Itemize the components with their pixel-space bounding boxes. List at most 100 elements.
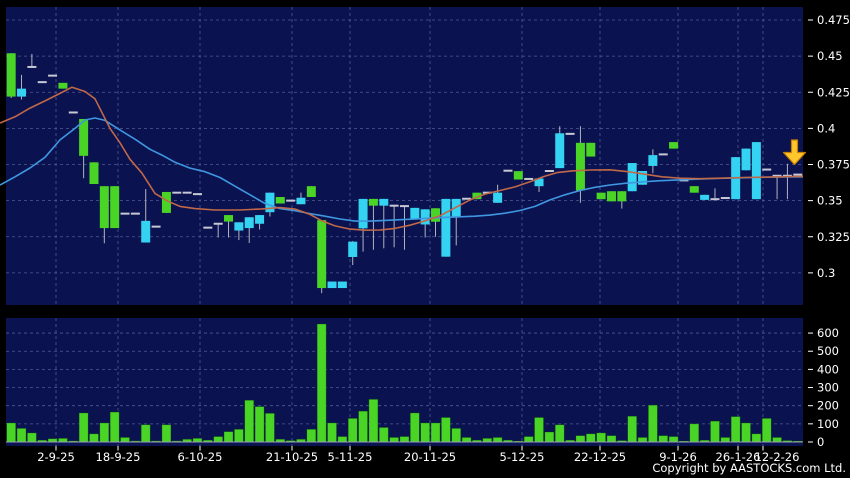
doji-dash <box>120 212 130 215</box>
volume-bar <box>575 435 586 443</box>
volume-bar <box>751 433 762 443</box>
down-candle <box>431 208 441 222</box>
down-candle <box>617 191 627 202</box>
volume-bar <box>223 431 234 443</box>
volume-bar <box>710 420 720 443</box>
volume-tick-label: 300 <box>817 381 839 395</box>
volume-bar <box>606 435 617 443</box>
volume-bar <box>668 436 679 443</box>
date-tick-label: 26-1-26 <box>716 450 761 464</box>
volume-bar <box>140 424 151 443</box>
volume-bar <box>627 415 637 443</box>
down-candle <box>472 192 482 200</box>
date-axis: 2-9-25 18-9-25 6-10-25 21-10-25 5-11-25 20-11… <box>37 446 799 464</box>
down-candle <box>6 53 16 97</box>
down-candle <box>317 220 327 289</box>
date-tick-label: 21-10-25 <box>266 450 318 464</box>
doji-dash <box>192 193 202 196</box>
doji-dash <box>68 111 78 114</box>
volume-pane[interactable] <box>6 318 803 446</box>
up-candle <box>337 281 347 289</box>
volume-tick-label: 500 <box>817 344 839 358</box>
up-candle <box>141 220 151 243</box>
volume-bar <box>648 404 658 443</box>
doji-dash <box>130 212 140 215</box>
up-candle <box>555 133 565 169</box>
ma-short-line <box>0 86 804 231</box>
doji-dash <box>27 65 37 68</box>
down-candle <box>224 215 234 222</box>
volume-bars-layer <box>6 323 803 443</box>
volume-bar <box>306 428 317 443</box>
copyright-label: Copyright by AASTOCKS.com Ltd. <box>652 461 846 475</box>
date-tick-label: 22-12-25 <box>574 450 626 464</box>
down-candle <box>596 192 606 200</box>
volume-bar <box>316 323 327 443</box>
date-tick-label: 20-11-25 <box>404 450 456 464</box>
down-arrow-icon <box>782 139 807 166</box>
volume-bar <box>492 437 503 443</box>
down-candle <box>79 118 89 156</box>
doji-dash <box>658 153 668 156</box>
up-candle <box>627 163 637 192</box>
volume-bar <box>378 427 389 443</box>
date-tick-label: 12-2-26 <box>755 450 800 464</box>
doji-dash <box>503 169 513 172</box>
price-tick-label: 0.425 <box>817 85 850 99</box>
price-tick-label: 0.325 <box>817 230 850 244</box>
doji-dash <box>172 191 182 194</box>
down-candle <box>689 186 699 193</box>
up-candle <box>234 222 244 231</box>
volume-bar <box>120 437 130 443</box>
down-candle <box>368 198 378 206</box>
volume-bar <box>347 418 358 443</box>
volume-bar <box>358 410 368 443</box>
volume-bar <box>109 411 120 443</box>
down-candle <box>89 162 99 185</box>
up-candle <box>255 215 265 224</box>
volume-tick-label: 0 <box>817 435 824 449</box>
volume-bar <box>368 399 379 443</box>
volume-bar <box>720 437 731 443</box>
doji-dash <box>524 177 534 180</box>
volume-bar <box>78 412 89 443</box>
price-tick-label: 0.3 <box>817 266 835 280</box>
volume-tick-label: 200 <box>817 399 839 413</box>
volume-bar <box>244 399 255 443</box>
volume-bar <box>461 437 472 443</box>
price-tick-label: 0.35 <box>817 194 843 208</box>
volume-bar <box>399 436 410 443</box>
doji-dash <box>462 197 472 200</box>
date-tick-label: 5-12-25 <box>500 450 545 464</box>
doji-dash <box>565 132 575 135</box>
down-candle <box>110 186 120 229</box>
volume-bar <box>420 422 430 443</box>
price-tick-label: 0.45 <box>817 49 843 63</box>
volume-bar <box>441 417 451 443</box>
price-tick-label: 0.375 <box>817 158 850 172</box>
volume-bar <box>161 424 172 443</box>
up-candle <box>358 198 368 229</box>
up-candle <box>638 171 648 185</box>
volume-bar <box>265 413 275 443</box>
up-candle <box>244 217 254 229</box>
doji-dash <box>151 225 161 228</box>
volume-bar <box>534 417 544 443</box>
down-candle <box>306 186 316 198</box>
volume-bar <box>6 422 16 443</box>
doji-dash <box>203 226 213 229</box>
volume-bar <box>451 428 462 443</box>
volume-bar <box>772 437 782 443</box>
price-pane[interactable] <box>6 7 803 305</box>
volume-bar <box>89 433 99 443</box>
volume-tick-label: 100 <box>817 417 839 431</box>
doji-dash <box>720 197 730 200</box>
volume-bar <box>637 437 648 443</box>
up-candle <box>441 198 451 257</box>
doji-dash <box>793 173 803 176</box>
date-tick-label: 18-9-25 <box>96 450 141 464</box>
volume-bar <box>389 437 399 443</box>
volume-bar <box>337 436 348 443</box>
volume-bar <box>16 428 27 443</box>
